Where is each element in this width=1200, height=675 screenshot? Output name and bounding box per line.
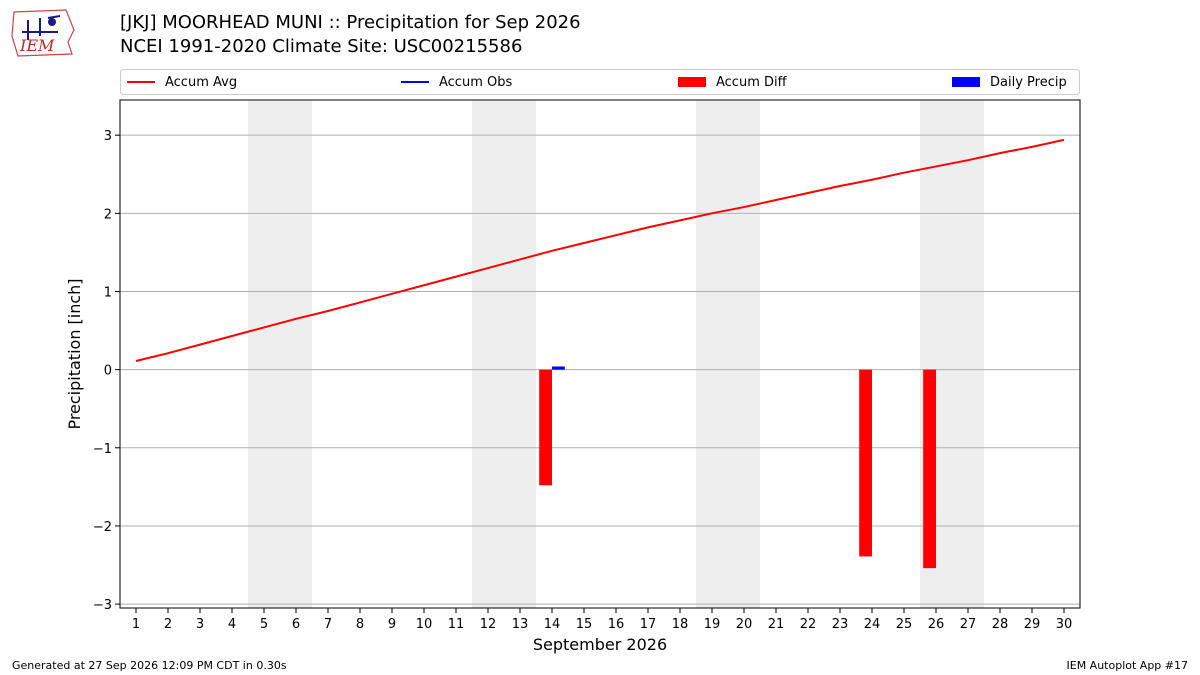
x-tick-label-26: 26 <box>928 617 945 632</box>
x-tick-label-1: 1 <box>132 617 140 632</box>
legend-item-accum-avg: Accum Avg <box>127 70 237 94</box>
x-tick-label-21: 21 <box>768 617 785 632</box>
footer-app-id: IEM Autoplot App #17 <box>1066 659 1189 672</box>
accum-diff-bar-day-24 <box>859 369 872 557</box>
chart-title: [JKJ] MOORHEAD MUNI :: Precipitation for… <box>120 12 581 33</box>
y-tick-label--3: −3 <box>93 598 112 613</box>
chart-subtitle: NCEI 1991-2020 Climate Site: USC00215586 <box>120 36 523 57</box>
x-tick-label-30: 30 <box>1056 617 1073 632</box>
x-tick-label-15: 15 <box>576 617 593 632</box>
x-tick-label-17: 17 <box>640 617 657 632</box>
accum-diff-bar-day-14 <box>539 369 552 486</box>
plot-frame <box>119 99 1081 609</box>
legend-item-daily-precip: Daily Precip <box>952 70 1067 94</box>
legend-label-daily-precip: Daily Precip <box>990 74 1067 90</box>
x-tick-label-18: 18 <box>672 617 689 632</box>
daily-precip-bar-day-14 <box>552 366 565 370</box>
weekend-band-2 <box>472 100 536 608</box>
x-tick-label-16: 16 <box>608 617 625 632</box>
x-tick-label-6: 6 <box>292 617 300 632</box>
x-tick-label-11: 11 <box>448 617 465 632</box>
y-axis-label: Precipitation [inch] <box>65 278 84 429</box>
y-tick-label--1: −1 <box>93 442 112 457</box>
y-tick-label--2: −2 <box>93 520 112 535</box>
svg-text:IEM: IEM <box>19 36 55 55</box>
footer-generated: Generated at 27 Sep 2026 12:09 PM CDT in… <box>12 659 287 672</box>
x-tick-label-3: 3 <box>196 617 204 632</box>
legend-item-accum-obs: Accum Obs <box>401 70 512 94</box>
weekend-band-3 <box>696 100 760 608</box>
x-tick-label-13: 13 <box>512 617 529 632</box>
x-tick-label-12: 12 <box>480 617 497 632</box>
x-tick-label-5: 5 <box>260 617 268 632</box>
x-axis-label: September 2026 <box>533 635 667 654</box>
chart-legend: Accum Avg Accum Obs Accum Diff Daily Pre… <box>120 69 1080 95</box>
y-tick-label-1: 1 <box>104 285 112 300</box>
x-tick-label-25: 25 <box>896 617 913 632</box>
x-tick-label-19: 19 <box>704 617 721 632</box>
y-tick-label-0: 0 <box>104 364 112 379</box>
x-tick-label-4: 4 <box>228 617 236 632</box>
y-tick-label-3: 3 <box>104 129 112 144</box>
legend-swatch-accum-avg <box>127 81 155 83</box>
legend-label-accum-obs: Accum Obs <box>439 74 513 90</box>
legend-label-accum-diff: Accum Diff <box>716 74 787 90</box>
x-tick-label-2: 2 <box>164 617 172 632</box>
x-tick-label-27: 27 <box>960 617 977 632</box>
x-tick-label-20: 20 <box>736 617 753 632</box>
x-tick-label-29: 29 <box>1024 617 1041 632</box>
x-tick-label-23: 23 <box>832 617 849 632</box>
x-tick-label-8: 8 <box>356 617 364 632</box>
x-tick-label-14: 14 <box>544 617 561 632</box>
x-tick-label-28: 28 <box>992 617 1009 632</box>
weekend-band-1 <box>248 100 312 608</box>
y-tick-label-2: 2 <box>104 207 112 222</box>
legend-swatch-accum-diff <box>678 77 706 87</box>
accum-avg-line <box>135 138 1065 363</box>
legend-item-accum-diff: Accum Diff <box>678 70 787 94</box>
accum-diff-bar-day-26 <box>923 369 936 569</box>
legend-swatch-daily-precip <box>952 77 980 87</box>
legend-swatch-accum-obs <box>401 81 429 83</box>
x-tick-label-24: 24 <box>864 617 881 632</box>
x-tick-label-22: 22 <box>800 617 817 632</box>
x-tick-label-9: 9 <box>388 617 396 632</box>
iem-logo-icon: IEM <box>11 9 75 57</box>
x-tick-label-7: 7 <box>324 617 332 632</box>
legend-label-accum-avg: Accum Avg <box>165 74 238 90</box>
iem-logo: IEM <box>8 6 78 60</box>
x-tick-label-10: 10 <box>416 617 433 632</box>
